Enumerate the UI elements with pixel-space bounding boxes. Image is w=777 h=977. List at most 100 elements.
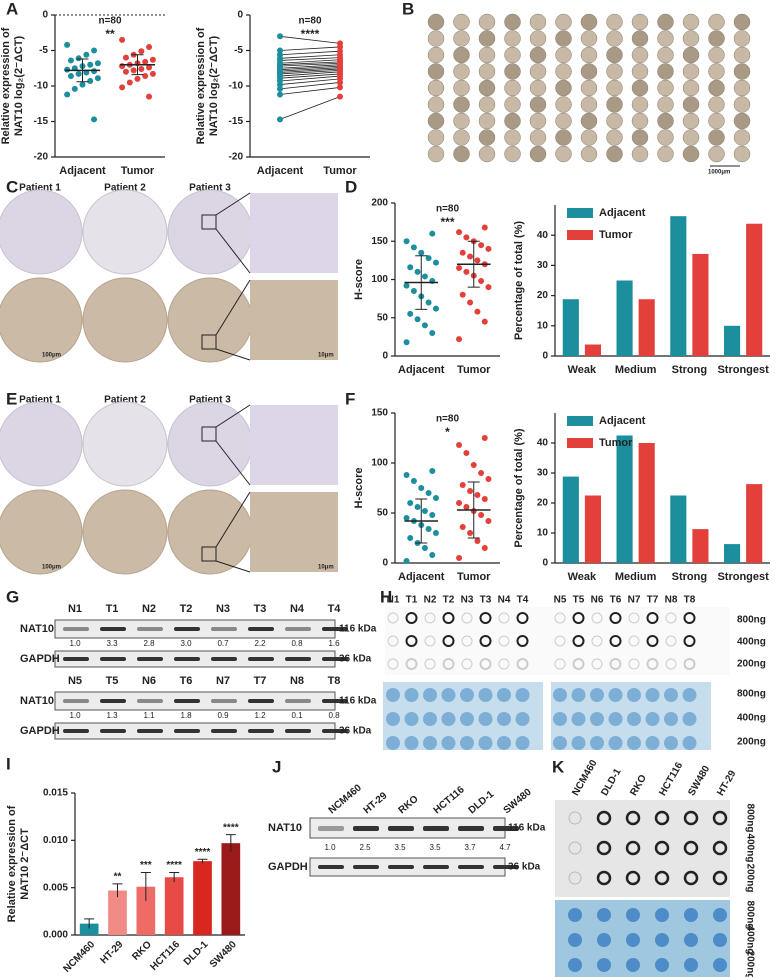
band (353, 826, 379, 831)
tissue-core (478, 112, 496, 130)
dot (572, 612, 585, 624)
tissue-core (733, 112, 751, 130)
tissue-core (682, 13, 700, 31)
lane-label: T3 (254, 603, 267, 615)
x-tick-label: RKO (130, 939, 154, 963)
zoom-line (215, 560, 251, 573)
bar (638, 299, 655, 356)
data-point (432, 305, 439, 312)
stain-dot (626, 958, 640, 972)
band (100, 627, 126, 631)
data-point (64, 41, 71, 48)
lane-label: NCM460 (327, 782, 365, 816)
band (211, 657, 237, 661)
dot (628, 658, 640, 670)
dot (479, 658, 492, 670)
tissue-core (606, 63, 623, 80)
tissue-core (631, 30, 649, 47)
tissue-core (82, 189, 168, 275)
tissue-core (733, 79, 751, 97)
pair-line (279, 54, 341, 59)
stain-dot (684, 908, 698, 922)
data-point (485, 284, 492, 291)
x-tick-label: Strongest (717, 364, 769, 376)
quantification: 1.1 (143, 711, 155, 720)
amount-label: 800ng (737, 689, 766, 700)
band (137, 657, 163, 661)
data-point (474, 492, 481, 498)
bar (692, 253, 709, 356)
tissue-core (631, 145, 649, 163)
dot (387, 635, 399, 647)
lane-label: HCT116 (657, 760, 685, 798)
legend-label: Tumor (599, 229, 633, 241)
lane-label: RKO (628, 773, 649, 798)
dot (405, 658, 418, 670)
lane-label: T8 (328, 675, 341, 687)
band (174, 657, 200, 661)
legend-label: Adjacent (599, 415, 646, 427)
band (493, 826, 519, 831)
lane-label: N7 (628, 595, 641, 606)
data-point (418, 485, 425, 491)
y-tick-label: 0 (382, 351, 388, 362)
tissue-core (606, 129, 623, 146)
tissue-core (682, 112, 700, 130)
quantification: 0.8 (291, 639, 303, 648)
bar (724, 325, 741, 356)
x-tick-label: Weak (568, 571, 597, 583)
band (174, 699, 200, 703)
tissue-core (580, 46, 598, 64)
significance: ** (114, 872, 122, 883)
tissue-core (733, 63, 751, 80)
panel-letter: G (6, 587, 19, 606)
protein-label: GAPDH (20, 653, 60, 665)
y-tick-label: 0 (382, 558, 388, 569)
zoom-image (250, 405, 338, 485)
band (285, 729, 311, 733)
stain-dot (568, 958, 582, 972)
dot (424, 635, 436, 647)
data-point (463, 450, 470, 456)
significance: * (445, 425, 450, 439)
data-point (75, 55, 82, 62)
x-tick-label: Tumor (457, 364, 491, 376)
data-point (67, 57, 74, 64)
tissue-core (504, 46, 521, 64)
data-point (91, 47, 98, 54)
tissue-core (708, 96, 725, 113)
data-point (277, 116, 283, 123)
dot (516, 612, 529, 624)
zoom-image (250, 280, 338, 360)
n-label: n=80 (436, 414, 460, 425)
data-point (474, 308, 481, 315)
patient-label: Patient 3 (189, 183, 231, 194)
lane-label: N4 (498, 595, 511, 606)
tissue-core (427, 30, 445, 47)
lane-label: N3 (216, 603, 230, 615)
data-point (277, 33, 283, 40)
tissue-core (529, 13, 547, 31)
data-point (149, 70, 156, 77)
data-point (337, 93, 343, 100)
quantification: 1.0 (69, 639, 81, 648)
dot (516, 658, 529, 670)
x-tick-label: Adjacent (59, 165, 106, 177)
y-axis-label: NAT10 log₂(2⁻ΔCT) (208, 36, 220, 137)
lane-label: SW480 (502, 787, 535, 817)
tissue-core (529, 79, 547, 97)
pair-line (279, 50, 341, 56)
data-point (403, 282, 410, 289)
dot (568, 871, 582, 885)
y-tick-label: 0.000 (43, 930, 68, 941)
tissue-core (657, 145, 674, 163)
dot (654, 870, 670, 886)
scale-bar-label: 10μm (318, 565, 334, 571)
band (211, 729, 237, 733)
lane-label: N4 (290, 603, 305, 615)
data-point (64, 91, 71, 98)
data-point (337, 84, 343, 91)
zoom-line (215, 404, 251, 428)
y-tick-label: 20 (537, 290, 549, 301)
data-point (456, 336, 463, 343)
